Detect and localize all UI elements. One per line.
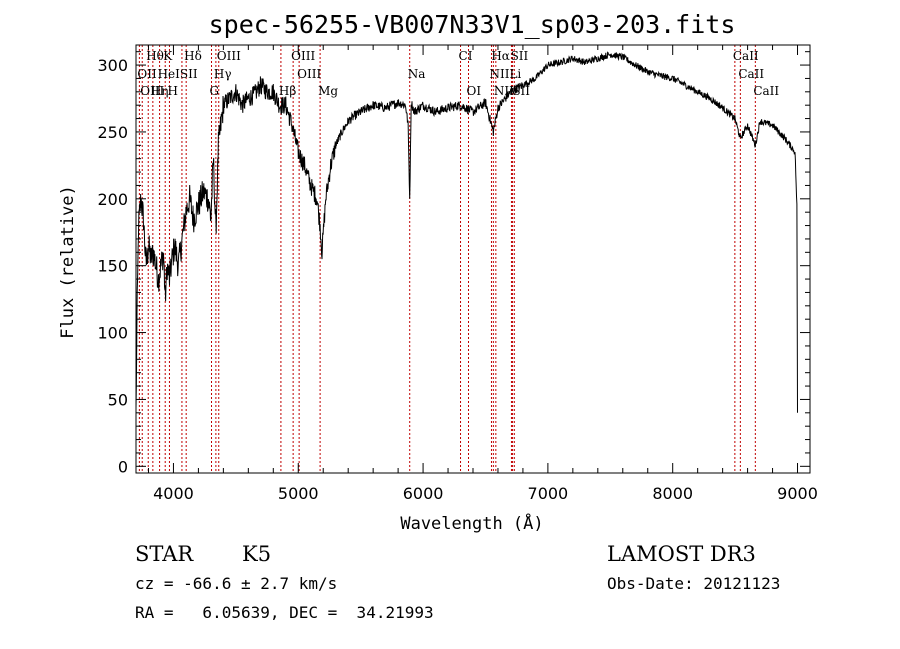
spectral-line-label: CaII [733, 49, 759, 63]
observation-date: Obs-Date: 20121123 [607, 574, 780, 593]
spectral-line-label: Hη [151, 84, 169, 98]
spectral-line-label: OIII [217, 49, 241, 63]
spectral-line-label: NII [494, 84, 514, 98]
spectral-line-label: Mg [318, 84, 338, 98]
survey-name: LAMOST DR3 [607, 542, 756, 566]
spectral-line-label: CaII [738, 67, 764, 81]
spectral-line-label: OIII [297, 67, 321, 81]
flux-series-line [135, 51, 798, 413]
spectral-line-label: SII [511, 49, 529, 63]
spectral-line-label: Hγ [214, 67, 232, 81]
spectral-line-label: OI [467, 84, 482, 98]
y-tick-label: 300 [97, 56, 128, 75]
x-tick-label: 5000 [278, 484, 319, 503]
spectral-line-label: Hδ [184, 49, 202, 63]
spectral-line-label: SII [180, 67, 198, 81]
spectral-line-label: Hα [491, 49, 510, 63]
y-axis-ticks: 0 50 100 150 200 250 300 [97, 51, 810, 476]
spectral-line-label: Na [408, 67, 426, 81]
x-tick-label: 4000 [153, 484, 194, 503]
spectral-line-label: G [210, 84, 220, 98]
object-subclass: K5 [242, 542, 271, 566]
spectral-line-label: CI [459, 49, 473, 63]
spectral-line-label: OIII [140, 84, 164, 98]
x-tick-label: 6000 [403, 484, 444, 503]
y-axis-label: Flux (relative) [58, 185, 78, 339]
chart-title: spec-56255-VB007N33V1_sp03-203.fits [209, 10, 736, 39]
y-tick-label: 200 [97, 190, 128, 209]
x-tick-label: 9000 [777, 484, 818, 503]
coordinates: RA = 6.05639, DEC = 34.21993 [135, 603, 434, 622]
spectral-line-label: CaII [753, 84, 779, 98]
y-tick-label: 0 [118, 457, 128, 476]
object-class: STAR [135, 542, 194, 566]
spectral-line-label: HeI [158, 67, 181, 81]
spectral-line-label: H [167, 84, 177, 98]
spectral-line-label: OIII [291, 49, 315, 63]
spectral-line-label: Li [509, 67, 521, 81]
x-axis-label: Wavelength (Å) [400, 512, 543, 534]
x-axis-ticks: 4000 5000 6000 7000 8000 9000 [147, 45, 818, 503]
spectral-line-label: Hθ [146, 49, 164, 63]
y-tick-label: 150 [97, 257, 128, 276]
redshift-cz: cz = -66.6 ± 2.7 km/s [135, 574, 337, 593]
spectral-line-label: NII [489, 67, 509, 81]
x-tick-label: 8000 [652, 484, 693, 503]
y-tick-label: 250 [97, 123, 128, 142]
spectral-line-label: OII [137, 67, 157, 81]
spectral-line-markers [138, 45, 756, 473]
y-tick-label: 50 [108, 390, 128, 409]
spectral-line-label: K [163, 49, 173, 63]
y-tick-label: 100 [97, 324, 128, 343]
x-tick-label: 7000 [528, 484, 569, 503]
spectral-line-label: Hβ [279, 84, 296, 98]
